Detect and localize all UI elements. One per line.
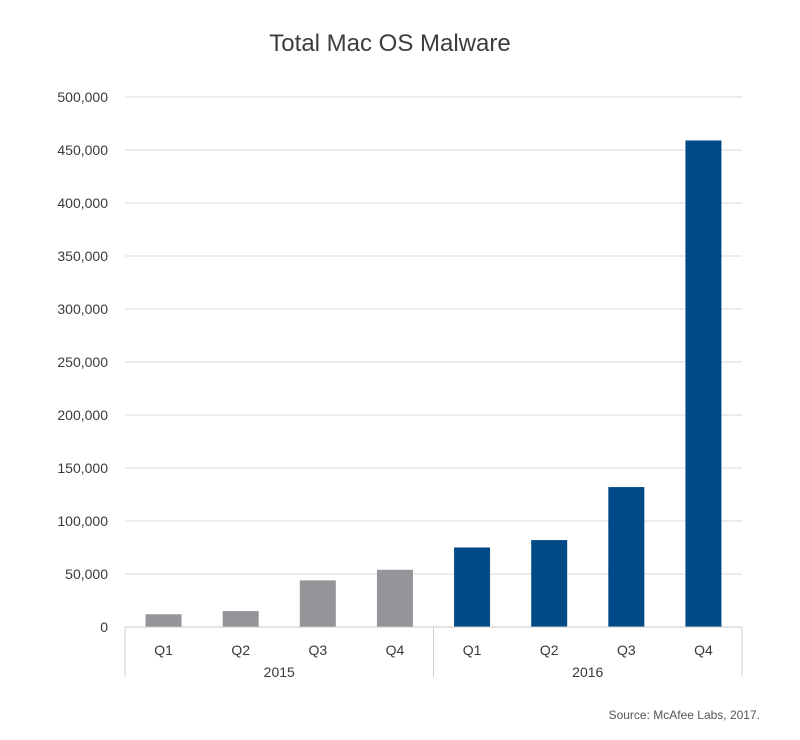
source-note: Source: McAfee Labs, 2017. [608, 708, 760, 722]
x-tick-label: Q3 [617, 642, 636, 658]
bar-2015-q1 [145, 614, 182, 627]
x-tick-label: Q2 [540, 642, 559, 658]
y-tick-label: 350,000 [57, 248, 108, 264]
y-tick-label: 400,000 [57, 195, 108, 211]
bar-2016-q1 [454, 547, 491, 627]
bar-2015-q4 [376, 569, 413, 627]
x-axis: Q1 Q2 Q3 Q4 Q1 Q2 Q3 Q4 2015 2016 [124, 626, 743, 680]
x-tick-label: Q4 [386, 642, 405, 658]
y-tick-label: 150,000 [57, 460, 108, 476]
bar-2015-q2 [222, 611, 259, 627]
bar-2016-q4 [685, 140, 722, 627]
x-tick-label: Q1 [463, 642, 482, 658]
x-group-label-2015: 2015 [264, 664, 295, 680]
bar-2015-q3 [299, 580, 336, 627]
y-tick-label: 450,000 [57, 142, 108, 158]
y-tick-label: 100,000 [57, 513, 108, 529]
x-tick-label: Q2 [231, 642, 250, 658]
gridlines [125, 96, 742, 575]
y-tick-label: 300,000 [57, 301, 108, 317]
y-tick-label: 200,000 [57, 407, 108, 423]
y-tick-label: 50,000 [65, 566, 108, 582]
x-tick-label: Q3 [308, 642, 327, 658]
y-tick-label: 500,000 [57, 89, 108, 105]
chart-title: Total Mac OS Malware [269, 30, 511, 57]
x-tick-label: Q1 [154, 642, 173, 658]
bar-2016-q3 [608, 487, 645, 627]
x-tick-label: Q4 [694, 642, 713, 658]
bar-2016-q2 [531, 540, 568, 627]
y-tick-label: 250,000 [57, 354, 108, 370]
y-tick-label: 0 [100, 619, 108, 635]
y-axis-tick-labels: 0 50,000 100,000 150,000 200,000 250,000 300,0… [57, 89, 108, 635]
x-group-label-2016: 2016 [572, 664, 603, 680]
bars [145, 140, 722, 627]
